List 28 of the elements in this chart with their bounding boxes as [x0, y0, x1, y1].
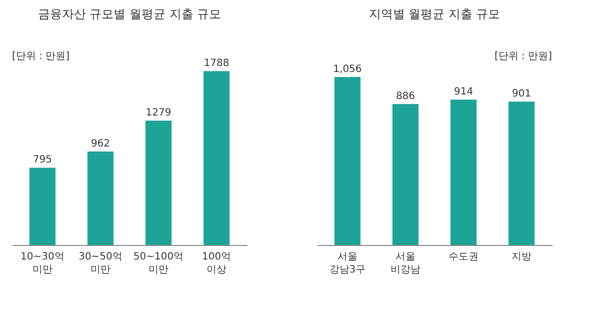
data-label: 1,056 — [333, 64, 362, 75]
x-tick-label: 지방 — [512, 252, 532, 262]
bar — [508, 102, 535, 245]
bar — [450, 100, 477, 245]
bar — [334, 77, 361, 245]
data-label: 886 — [396, 91, 416, 102]
bar — [203, 71, 230, 245]
x-tick-label: 수도권 — [448, 252, 479, 262]
text: [단위 : 만원] — [12, 51, 70, 62]
text: [단위 : 만원] — [494, 51, 552, 62]
bar — [392, 104, 419, 245]
data-label: 1788 — [204, 58, 230, 70]
data-label: 901 — [512, 88, 532, 100]
data-label: 962 — [90, 138, 110, 150]
x-tick-label: 50~100억 미만 — [133, 252, 184, 276]
x-tick-label: 10~30억 미만 — [20, 252, 64, 276]
data-label: 795 — [32, 154, 52, 166]
bar — [87, 151, 114, 245]
bar — [145, 120, 172, 245]
chart-title: 지역별 월평균 지출 규모 — [368, 7, 500, 21]
bar — [29, 168, 56, 245]
data-label: 914 — [454, 86, 474, 98]
x-tick-label: 100억 이상 — [202, 252, 232, 276]
chart-title: 금융자산 규모별 월평균 지출 규모 — [38, 7, 222, 21]
x-tick-label: 서울 강남3구 — [329, 252, 366, 276]
x-tick-label: 서울 비강남 — [390, 252, 420, 276]
data-label: 1279 — [146, 108, 172, 119]
x-tick-label: 30~50억 미만 — [78, 252, 122, 276]
